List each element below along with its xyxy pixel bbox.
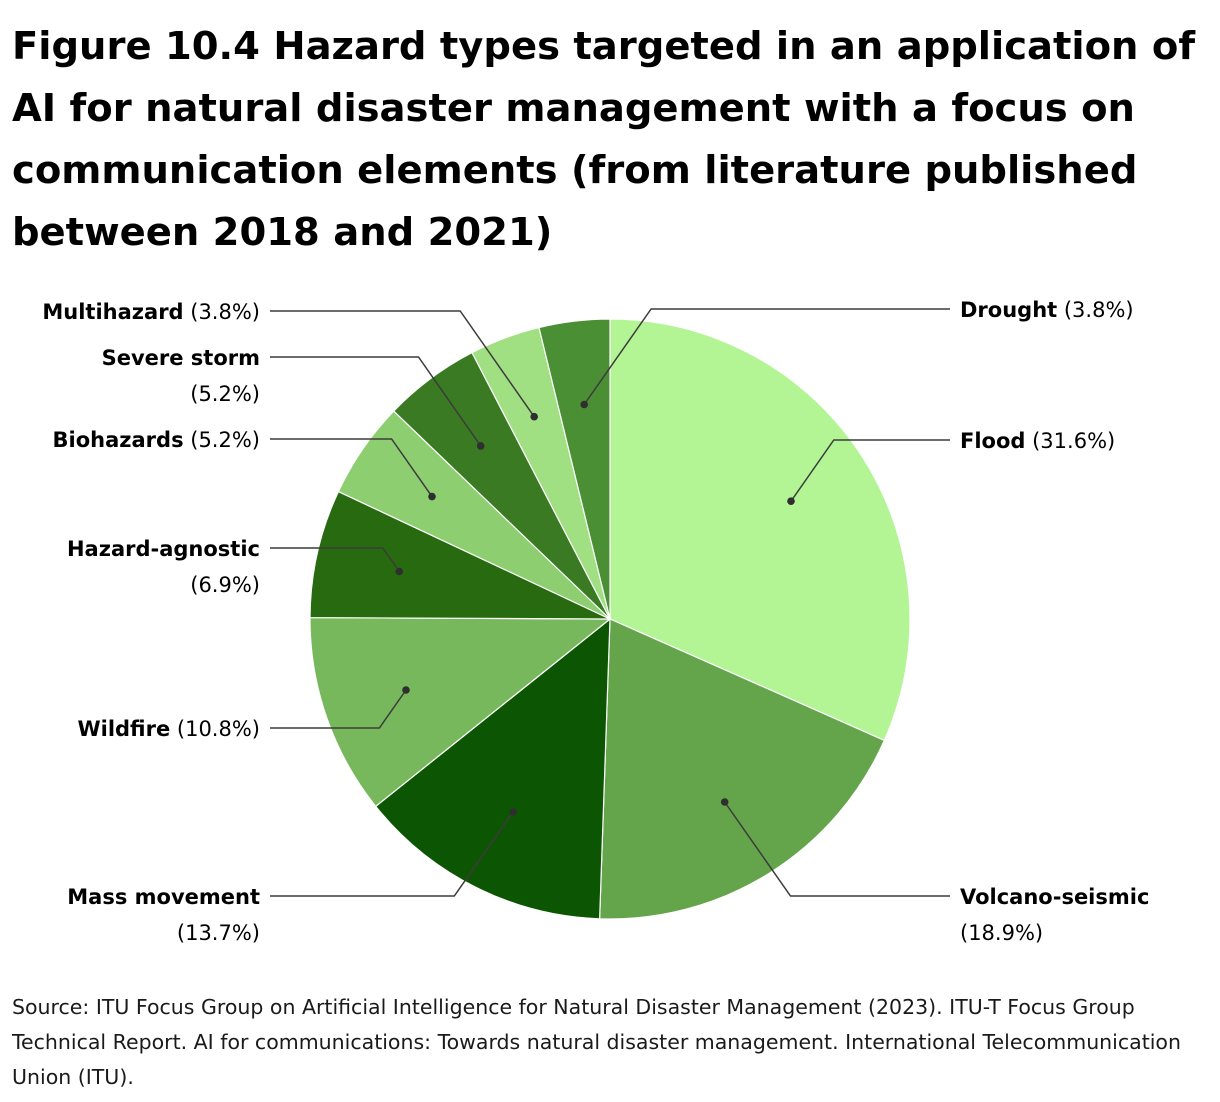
pie-slice-flood	[609, 318, 911, 742]
slice-label-value: (31.6%)	[1025, 429, 1115, 453]
leader-line-mass-movement	[270, 811, 514, 897]
leader-line-flood	[790, 439, 950, 502]
leader-dot-mass-movement	[509, 808, 517, 816]
slice-label-value: (3.8%)	[184, 300, 260, 324]
slice-label-mass-movement: Mass movement	[67, 885, 260, 909]
slice-label-biohazards: Biohazards (5.2%)	[53, 428, 260, 452]
slice-label-name: Biohazards	[53, 428, 184, 452]
slice-label-severe-storm-line-2: (5.2%)	[190, 382, 260, 406]
slice-label-wildfire: Wildfire (10.8%)	[77, 717, 260, 741]
slice-label-hazard-agnostic-line-2: (6.9%)	[190, 573, 260, 597]
pie-slice-volcano-seismic	[598, 618, 886, 920]
slice-label-flood: Flood (31.6%)	[960, 429, 1115, 453]
slice-label-mass-movement-line-2: (13.7%)	[177, 921, 260, 945]
slice-label-volcano-seismic: Volcano-seismic	[960, 885, 1149, 909]
leader-line-wildfire	[270, 689, 407, 729]
slice-label-name: Wildfire	[77, 717, 170, 741]
leader-dot-wildfire	[402, 686, 410, 694]
leader-dot-hazard-agnostic	[395, 567, 404, 576]
slice-label-hazard-agnostic: Hazard-agnostic	[67, 537, 260, 561]
leader-lines	[270, 308, 950, 897]
pie-slices	[309, 318, 911, 920]
slice-label-value: (10.8%)	[170, 717, 260, 741]
slice-label-drought: Drought (3.8%)	[960, 298, 1134, 322]
slice-label-value: (3.8%)	[1057, 298, 1133, 322]
slice-label-volcano-seismic-line-2: (18.9%)	[960, 921, 1043, 945]
slice-label-severe-storm: Severe storm	[102, 346, 260, 370]
leader-line-biohazards	[270, 438, 433, 498]
figure-title: Figure 10.4 Hazard types targeted in an …	[12, 24, 1196, 255]
leader-dot-flood	[787, 497, 795, 506]
source-note: Source: ITU Focus Group on Artificial In…	[12, 995, 1181, 1089]
slice-label-value: (5.2%)	[184, 428, 260, 452]
slice-label-name: Drought	[960, 298, 1057, 322]
pie-slice-hazard-agnostic	[309, 490, 611, 620]
slice-label-name: Multihazard	[42, 300, 183, 324]
leader-dot-volcano-seismic	[720, 798, 729, 806]
leader-line-drought	[583, 308, 950, 405]
slice-label-multihazard: Multihazard (3.8%)	[42, 300, 260, 324]
leader-dot-severe-storm	[476, 442, 485, 450]
leader-line-severe-storm	[270, 356, 482, 447]
slice-label-name: Severe storm	[102, 346, 260, 370]
slice-label-name: Hazard-agnostic	[67, 537, 260, 561]
leader-dot-biohazards	[428, 492, 436, 501]
leader-dot-drought	[580, 400, 588, 409]
pie-slice-wildfire	[309, 616, 612, 808]
slice-label-name: Mass movement	[67, 885, 260, 909]
leader-dot-multihazard	[530, 412, 538, 421]
leader-line-volcano-seismic	[724, 801, 950, 897]
leader-line-hazard-agnostic	[270, 547, 400, 572]
slice-label-name: Volcano-seismic	[960, 885, 1149, 909]
leader-line-multihazard	[270, 310, 535, 418]
slice-labels: Flood (31.6%) Volcano-seismic (18.9%) Mass …	[42, 298, 1149, 945]
slice-label-name: Flood	[960, 429, 1025, 453]
pie-slice-mass-movement	[374, 617, 611, 920]
